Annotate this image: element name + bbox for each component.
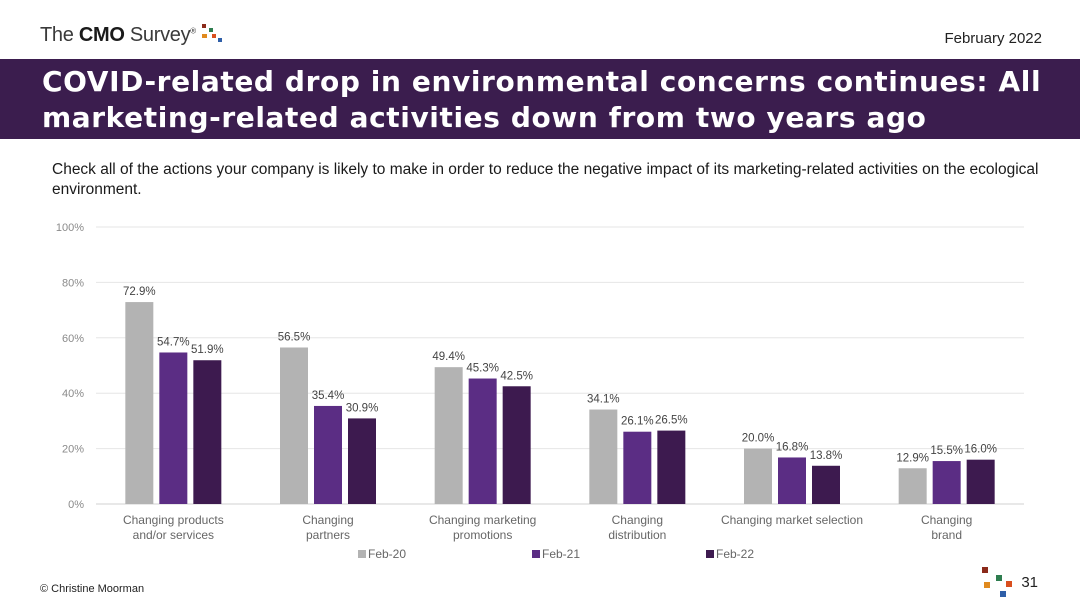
slide-title: COVID-related drop in environmental conc… xyxy=(42,65,1042,134)
bar xyxy=(468,378,497,504)
bar xyxy=(966,459,995,504)
category-label: Changing products xyxy=(123,513,224,527)
data-label: 34.1% xyxy=(587,394,620,406)
bar xyxy=(623,431,652,504)
y-tick-label: 20% xyxy=(62,444,84,456)
survey-question: Check all of the actions your company is… xyxy=(52,161,1039,198)
legend-swatch xyxy=(358,550,366,558)
cmo-survey-logo: The CMO Survey® xyxy=(40,24,196,47)
logo-dots-icon xyxy=(202,24,222,42)
category-label: and/or services xyxy=(133,528,214,542)
report-date: February 2022 xyxy=(944,30,1042,47)
logo-bold: CMO xyxy=(78,24,125,46)
bar xyxy=(502,386,531,504)
corner-dots-icon xyxy=(982,567,1012,597)
data-label: 13.8% xyxy=(810,450,843,462)
logo-prefix: The xyxy=(40,24,79,46)
data-label: 49.4% xyxy=(432,351,465,363)
data-label: 72.9% xyxy=(123,286,156,298)
category-label: brand xyxy=(931,528,962,542)
data-label: 12.9% xyxy=(896,452,929,464)
bar xyxy=(314,405,342,504)
data-label: 51.9% xyxy=(191,344,224,356)
bar-chart: 0% 20% 40% 60% 80% 100% 72.9% 54.7%51.9% Changin… xyxy=(56,222,1024,561)
data-label: 26.5% xyxy=(655,415,688,427)
bar xyxy=(778,457,806,504)
logo-suffix: Survey xyxy=(124,24,191,46)
category-label: promotions xyxy=(453,528,512,542)
bar xyxy=(159,352,188,504)
y-tick-label: 80% xyxy=(62,277,84,289)
data-label: 16.0% xyxy=(964,444,997,456)
bar xyxy=(348,418,376,504)
category-label: Changing market selection xyxy=(721,513,863,527)
legend-swatch xyxy=(532,550,540,558)
category-label: Changing xyxy=(612,513,663,527)
bar xyxy=(280,347,308,504)
y-tick-label: 40% xyxy=(62,388,84,400)
category-label: Changing marketing xyxy=(429,513,536,527)
y-tick-label: 100% xyxy=(56,222,84,234)
y-tick-label: 60% xyxy=(62,333,84,345)
bar xyxy=(932,461,961,504)
legend-label: Feb-22 xyxy=(716,547,754,561)
category-label: partners xyxy=(306,528,350,542)
data-label: 26.1% xyxy=(621,416,654,428)
page-number: 31 xyxy=(1021,574,1038,591)
title-banner xyxy=(0,59,1080,139)
y-tick-label: 0% xyxy=(68,499,84,511)
data-label: 20.0% xyxy=(742,433,775,445)
data-label: 54.7% xyxy=(157,336,190,348)
bar xyxy=(657,430,686,504)
legend-swatch xyxy=(706,550,714,558)
legend-label: Feb-20 xyxy=(368,547,406,561)
data-label: 42.5% xyxy=(500,370,533,382)
bar xyxy=(812,465,840,504)
data-label: 30.9% xyxy=(346,402,379,414)
bar xyxy=(898,468,927,504)
category-label: distribution xyxy=(608,528,666,542)
legend-label: Feb-21 xyxy=(542,547,580,561)
data-label: 45.3% xyxy=(466,363,499,375)
bar xyxy=(434,367,463,504)
data-label: 16.8% xyxy=(776,441,809,453)
data-label: 15.5% xyxy=(930,445,963,457)
bar xyxy=(589,409,618,504)
bar xyxy=(193,360,222,504)
bar xyxy=(125,302,154,504)
data-label: 56.5% xyxy=(278,331,311,343)
category-label: Changing xyxy=(302,513,353,527)
copyright: © Christine Moorman xyxy=(40,583,145,595)
category-label: Changing xyxy=(921,513,972,527)
bar xyxy=(744,448,772,504)
data-label: 35.4% xyxy=(312,390,345,402)
logo-registered-mark: ® xyxy=(190,26,196,36)
